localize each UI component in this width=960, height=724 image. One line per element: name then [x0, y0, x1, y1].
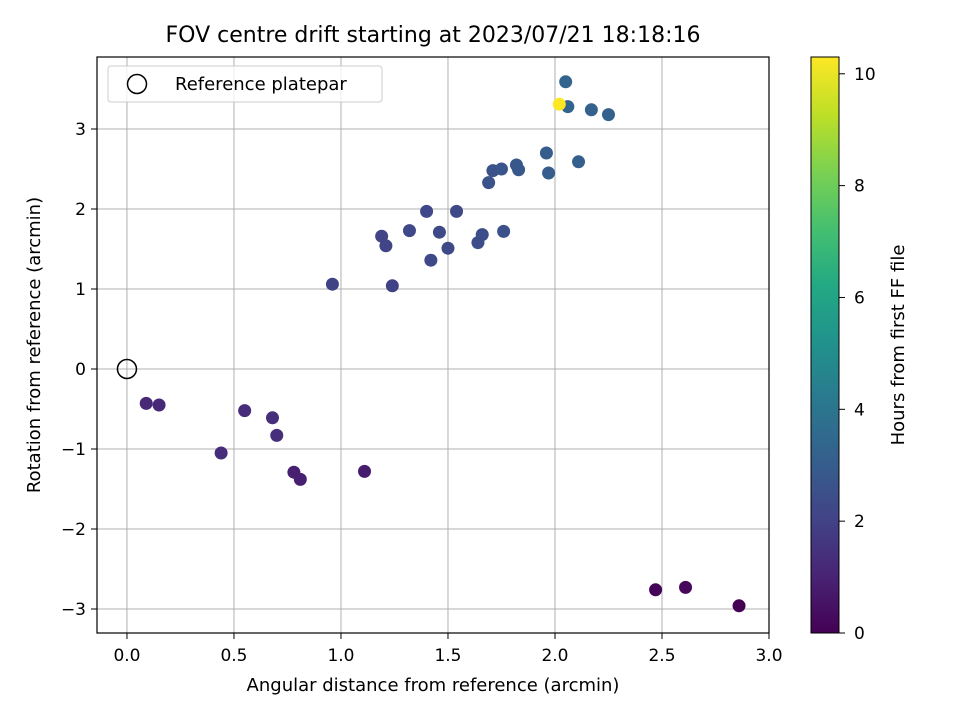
reference-marker: [116, 358, 138, 380]
y-tick-label: −1: [61, 440, 86, 460]
colorbar-ticks: 0 2 4 6 8 10: [839, 65, 876, 644]
data-point: [512, 163, 526, 177]
data-point: [494, 162, 508, 176]
data-point: [584, 103, 598, 117]
colorbar: 0 2 4 6 8 10 Hours from first FF file: [810, 56, 909, 644]
data-point: [402, 224, 416, 238]
data-point: [441, 241, 455, 255]
data-point: [679, 580, 693, 594]
colorbar-tick-label: 0: [854, 624, 865, 644]
data-point: [552, 97, 566, 111]
x-axis-label: Angular distance from reference (arcmin): [247, 675, 620, 696]
x-axis-ticks: 0.0 0.5 1.0 1.5 2.0 2.5 3.0: [113, 633, 783, 666]
colorbar-tick-label: 10: [854, 65, 876, 85]
y-tick-label: 2: [75, 200, 86, 220]
y-axis-label: Rotation from reference (arcmin): [24, 197, 45, 493]
data-point: [238, 404, 252, 418]
y-axis-ticks: −3 −2 −1 0 1 2 3: [61, 120, 97, 620]
x-tick-label: 1.5: [434, 646, 461, 666]
data-point: [325, 277, 339, 291]
legend: Reference platepar: [107, 65, 383, 103]
y-tick-label: 1: [75, 280, 86, 300]
data-point: [214, 446, 228, 460]
y-tick-label: −2: [61, 520, 86, 540]
colorbar-gradient: [810, 56, 840, 634]
legend-box: [107, 65, 383, 103]
data-point: [572, 155, 586, 169]
chart-title: FOV centre drift starting at 2023/07/21 …: [166, 23, 701, 48]
x-tick-label: 2.0: [541, 646, 568, 666]
data-point: [385, 279, 399, 293]
data-point: [270, 428, 284, 442]
x-tick-label: 1.0: [327, 646, 354, 666]
x-tick-label: 2.5: [648, 646, 675, 666]
data-point: [649, 583, 663, 597]
plot-frame: [96, 56, 770, 634]
data-point: [139, 396, 153, 410]
legend-entry-label: Reference platepar: [175, 74, 347, 95]
x-tick-label: 0.5: [220, 646, 247, 666]
x-tick-label: 3.0: [755, 646, 782, 666]
data-point: [482, 176, 496, 190]
data-point: [152, 398, 166, 412]
y-tick-label: 3: [75, 120, 86, 140]
colorbar-tick-label: 4: [854, 400, 865, 420]
data-point: [432, 225, 446, 239]
y-tick-label: 0: [75, 360, 86, 380]
data-point: [539, 146, 553, 160]
x-tick-label: 0.0: [113, 646, 140, 666]
data-point: [265, 411, 279, 425]
data-point: [293, 472, 307, 486]
reference-layer: [116, 358, 138, 380]
colorbar-tick-label: 2: [854, 512, 865, 532]
data-point: [358, 464, 372, 478]
grid: [97, 57, 770, 633]
data-point: [450, 204, 464, 218]
data-point: [420, 204, 434, 218]
data-point: [732, 599, 746, 613]
data-point: [542, 166, 556, 180]
data-point: [559, 75, 573, 89]
data-point: [497, 224, 511, 238]
data-point: [601, 108, 615, 122]
data-points: [139, 75, 746, 613]
data-point: [379, 239, 393, 253]
y-tick-label: −3: [61, 600, 86, 620]
colorbar-label: Hours from first FF file: [888, 245, 909, 446]
legend-marker-icon: [126, 73, 148, 95]
colorbar-tick-label: 6: [854, 288, 865, 308]
data-point: [475, 228, 489, 242]
data-point: [424, 253, 438, 267]
colorbar-tick-label: 8: [854, 177, 865, 197]
